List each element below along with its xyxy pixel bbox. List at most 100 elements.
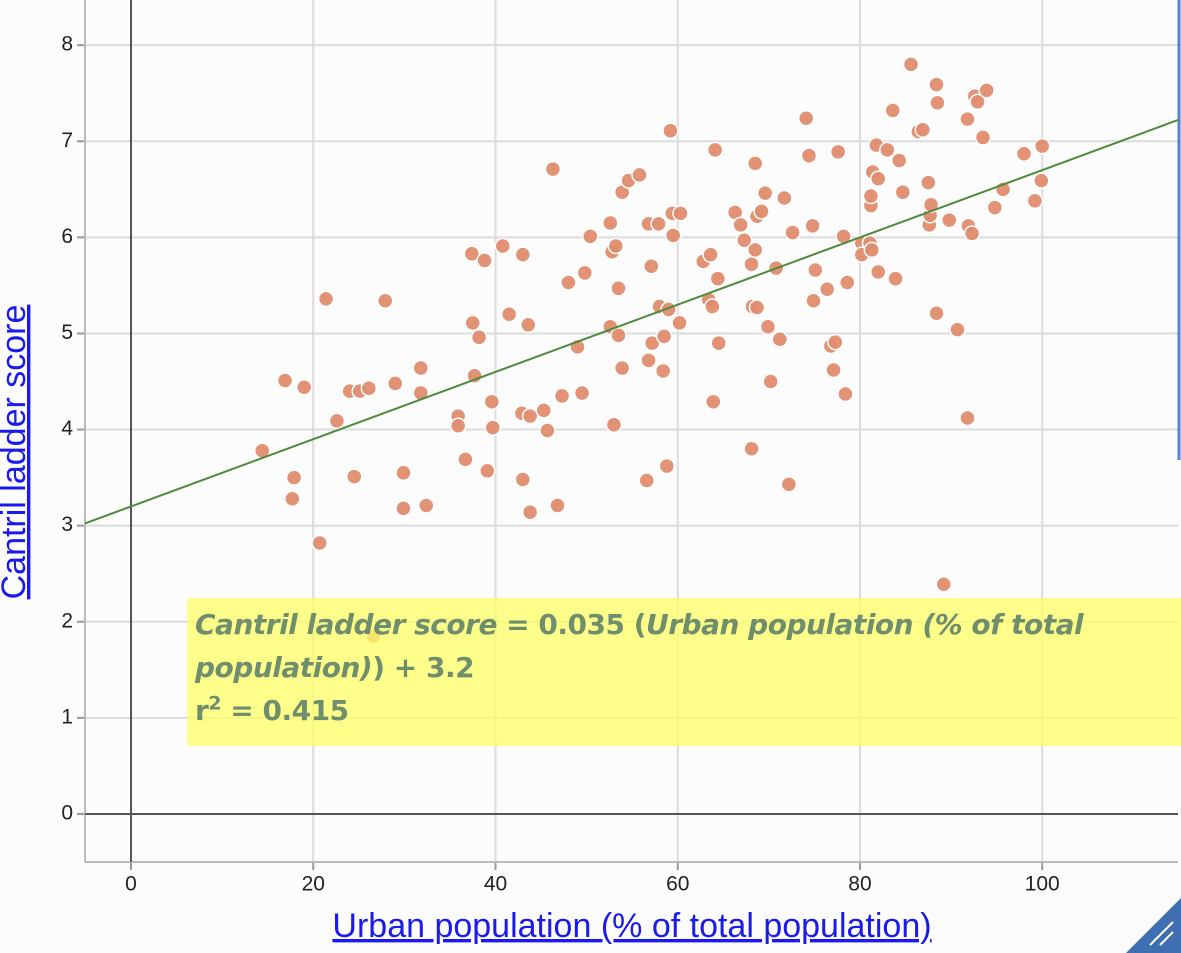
y-tick-label: 6 xyxy=(61,225,73,248)
point xyxy=(328,412,346,430)
point xyxy=(638,472,656,489)
point xyxy=(863,241,881,259)
r-squared-symbol: r xyxy=(195,694,209,727)
point xyxy=(902,56,920,73)
point xyxy=(412,359,430,377)
equation-x: Urban population (% of total population) xyxy=(195,608,1084,684)
point xyxy=(605,416,623,434)
resize-grip xyxy=(1149,921,1174,946)
point xyxy=(710,334,727,352)
point xyxy=(573,384,591,402)
point xyxy=(805,292,822,310)
point xyxy=(672,205,689,222)
point xyxy=(500,305,518,323)
point xyxy=(607,237,625,255)
point xyxy=(879,141,896,159)
regression-line xyxy=(84,119,1179,525)
point xyxy=(743,440,760,458)
point xyxy=(479,462,496,480)
point xyxy=(285,469,303,486)
point xyxy=(484,419,502,436)
point xyxy=(463,245,481,262)
point xyxy=(756,184,774,202)
point xyxy=(662,122,679,139)
point xyxy=(928,76,945,93)
y-axis-label: Cantril ladder score xyxy=(0,305,33,600)
equation-holder: Cantril ladder score = 0.035 (Urban popu… xyxy=(195,608,1084,727)
x-tick-label: 40 xyxy=(484,873,507,896)
point xyxy=(969,93,986,111)
point xyxy=(894,183,912,201)
point xyxy=(494,237,512,255)
point xyxy=(890,152,908,169)
point xyxy=(776,189,793,207)
point xyxy=(884,102,902,119)
point xyxy=(862,187,880,205)
point xyxy=(449,417,467,434)
r-squared-exponent: 2 xyxy=(208,692,222,715)
point xyxy=(827,333,844,351)
point xyxy=(549,497,566,514)
point xyxy=(929,94,946,112)
point xyxy=(705,393,722,410)
point xyxy=(360,379,378,397)
point xyxy=(887,270,904,287)
point xyxy=(869,170,887,187)
point xyxy=(466,367,483,384)
point xyxy=(514,246,532,263)
point xyxy=(514,471,532,488)
point xyxy=(1033,137,1051,155)
point xyxy=(650,215,667,233)
point xyxy=(706,141,724,159)
point xyxy=(732,216,749,234)
point xyxy=(869,263,887,281)
point xyxy=(521,407,539,425)
point xyxy=(702,246,719,263)
x-axis-label: Urban population (% of total population) xyxy=(332,907,931,945)
equation-box xyxy=(187,598,1181,746)
point xyxy=(748,299,766,316)
point xyxy=(986,199,1004,216)
point xyxy=(284,490,301,507)
point xyxy=(610,280,627,297)
x-tick-label: 0 xyxy=(125,873,137,896)
point xyxy=(1015,145,1033,163)
points xyxy=(253,56,1051,645)
point xyxy=(978,82,995,99)
point xyxy=(807,261,824,279)
point xyxy=(483,393,501,410)
point xyxy=(941,211,958,229)
point xyxy=(743,256,760,273)
point xyxy=(736,231,753,249)
x-tick-label: 20 xyxy=(302,873,325,896)
point xyxy=(829,143,847,161)
point xyxy=(959,110,976,128)
point xyxy=(671,314,688,332)
point xyxy=(753,203,770,220)
resize-handle[interactable] xyxy=(1126,898,1181,953)
point xyxy=(576,264,594,282)
fit xyxy=(84,119,1179,525)
point xyxy=(640,352,657,369)
point xyxy=(520,316,537,334)
point xyxy=(838,274,856,291)
r-squared-value: = 0.415 xyxy=(221,694,349,727)
point xyxy=(387,375,404,392)
y-tick-label: 4 xyxy=(61,417,73,440)
point xyxy=(613,359,631,377)
point xyxy=(974,129,992,146)
point xyxy=(800,147,818,164)
y-tick-label: 2 xyxy=(61,609,73,632)
point xyxy=(804,217,821,235)
zero-axes xyxy=(85,0,1178,862)
equation-lhs: Cantril ladder score xyxy=(195,608,497,641)
point xyxy=(704,298,721,315)
point xyxy=(914,121,932,138)
point xyxy=(963,225,981,242)
point xyxy=(759,318,777,335)
point xyxy=(553,387,571,405)
point xyxy=(476,252,493,269)
point xyxy=(417,497,435,514)
point xyxy=(784,224,801,241)
